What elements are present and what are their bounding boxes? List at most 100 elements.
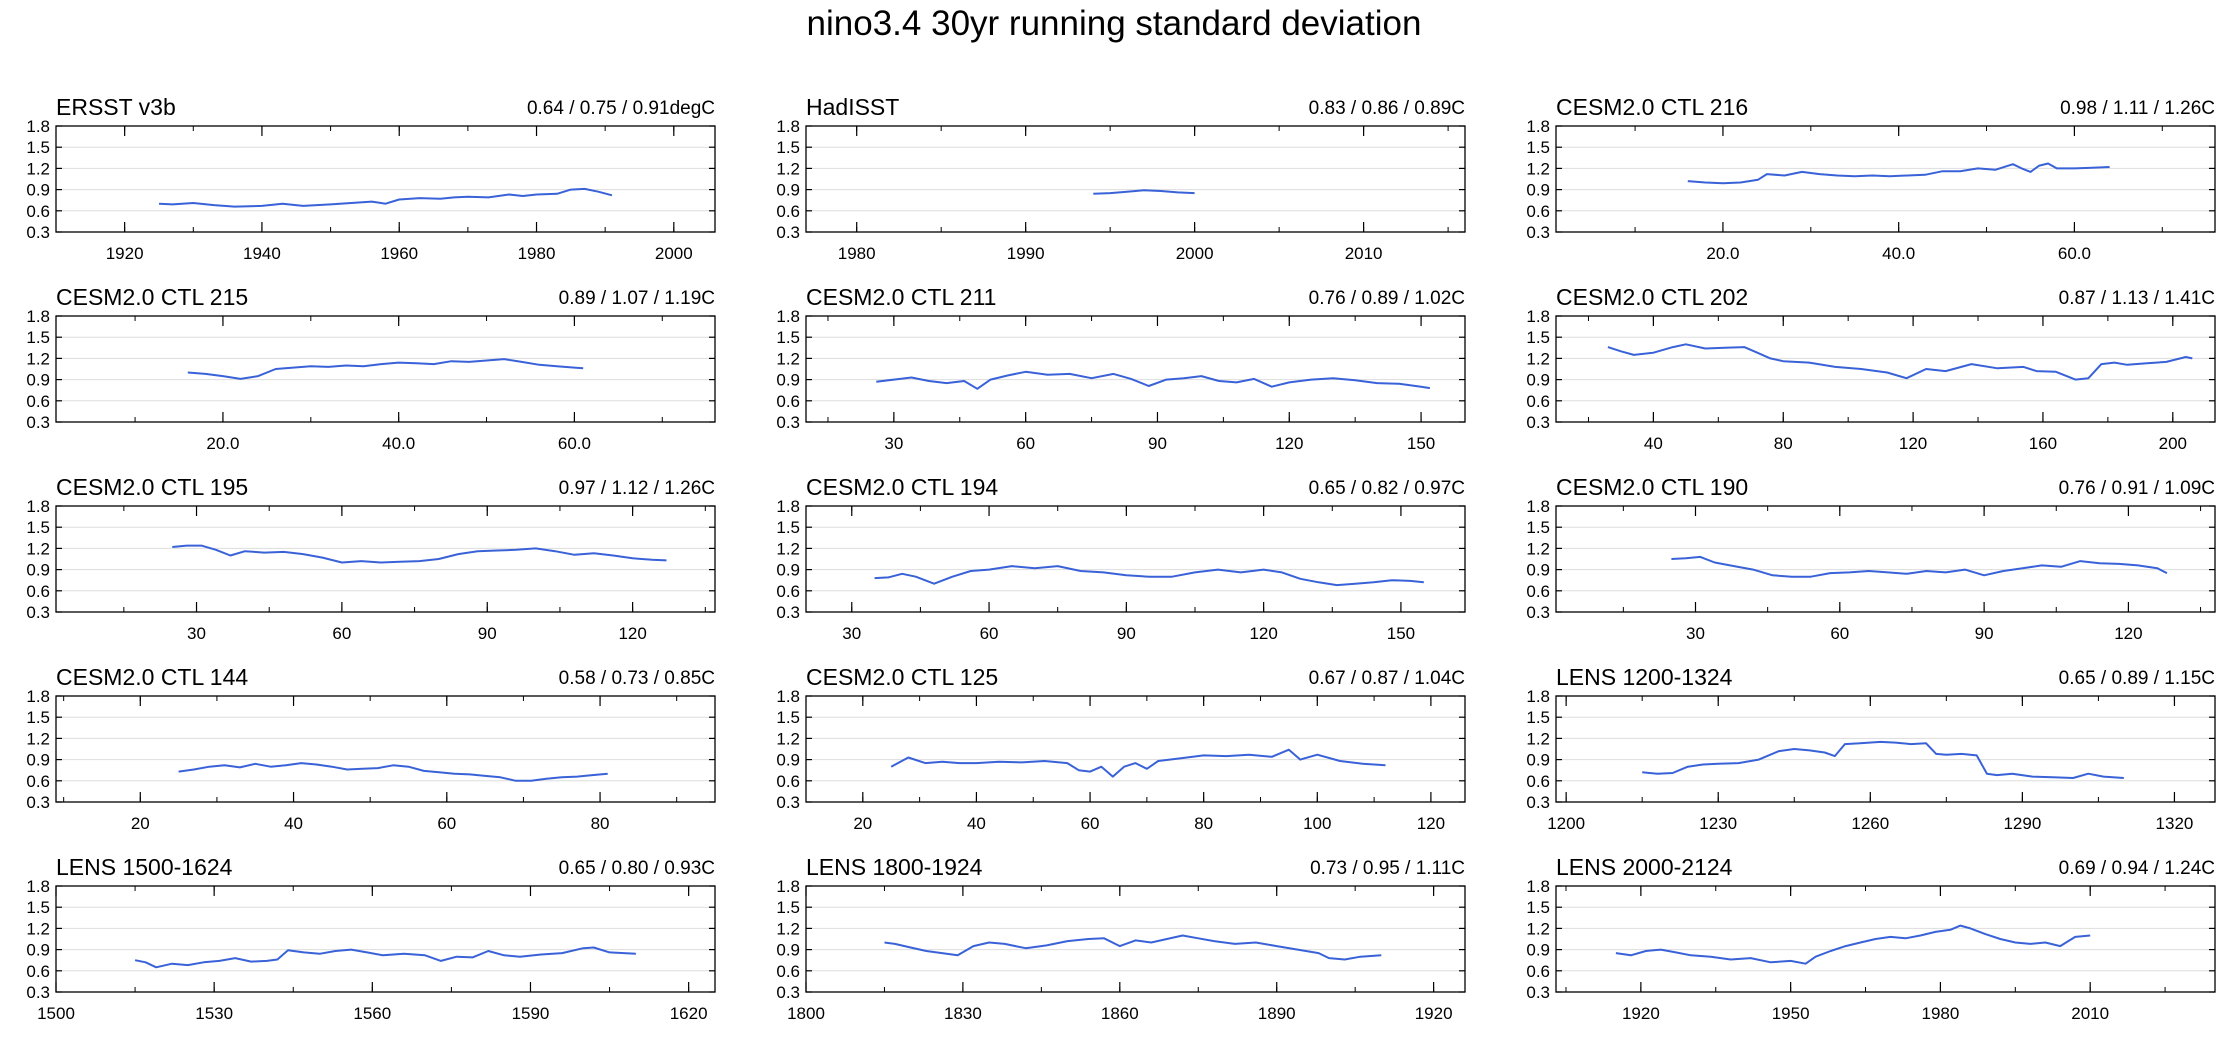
series-line — [884, 934, 1382, 961]
x-tick-label: 20.0 — [1706, 244, 1739, 263]
y-tick-label: 1.2 — [26, 729, 50, 748]
panel-stats: 0.97 / 1.12 / 1.26C — [559, 478, 715, 499]
x-tick-label: 30 — [884, 434, 903, 453]
panel-8: 0.3 0.6 0.9 1.2 1.5 1.8 30 60 90 120 CESM2.0 CTL 1… — [1526, 474, 2216, 643]
panel-title: CESM2.0 CTL 194 — [806, 474, 998, 500]
plot-frame — [805, 885, 1466, 993]
series-line — [1671, 555, 2168, 578]
y-tick-label: 0.3 — [26, 983, 50, 1002]
y-tick-label: 0.3 — [26, 413, 50, 432]
y-tick-label: 1.2 — [26, 919, 50, 938]
panel-title: LENS 1800-1924 — [806, 854, 983, 880]
y-tick-label: 1.5 — [1526, 518, 1550, 537]
x-tick-label: 1890 — [1258, 1004, 1296, 1023]
y-tick-label: 1.5 — [1526, 138, 1550, 157]
y-tick-label: 1.2 — [776, 539, 800, 558]
x-tick-label: 60 — [1830, 624, 1849, 643]
y-tick-label: 1.2 — [1526, 919, 1550, 938]
x-tick-label: 1230 — [1699, 814, 1737, 833]
panel-title: ERSST v3b — [56, 94, 176, 120]
x-tick-label: 20 — [131, 814, 150, 833]
x-tick-label: 60.0 — [2058, 244, 2091, 263]
y-tick-label: 0.3 — [26, 223, 50, 242]
y-tick-label: 0.9 — [26, 941, 50, 960]
x-tick-label: 1800 — [787, 1004, 825, 1023]
y-tick-label: 1.5 — [776, 708, 800, 727]
panel-stats: 0.76 / 0.91 / 1.09C — [2059, 478, 2215, 499]
x-tick-label: 120 — [1417, 814, 1445, 833]
y-tick-label: 1.5 — [1526, 898, 1550, 917]
y-tick-label: 0.9 — [26, 561, 50, 580]
x-tick-label: 1920 — [1415, 1004, 1453, 1023]
x-tick-label: 40.0 — [1882, 244, 1915, 263]
y-tick-label: 0.3 — [1526, 223, 1550, 242]
x-tick-label: 90 — [1117, 624, 1136, 643]
y-tick-label: 1.2 — [26, 349, 50, 368]
y-tick-label: 1.5 — [26, 708, 50, 727]
x-tick-label: 60 — [437, 814, 456, 833]
panel-title: LENS 1200-1324 — [1556, 664, 1733, 690]
x-tick-label: 90 — [1975, 624, 1994, 643]
panel-stats: 0.64 / 0.75 / 0.91degC — [527, 98, 715, 119]
x-tick-label: 60 — [332, 624, 351, 643]
panel-2: 0.3 0.6 0.9 1.2 1.5 1.8 20.0 40.0 60.0 CESM2.0 CT… — [1526, 94, 2216, 263]
y-tick-label: 1.5 — [26, 518, 50, 537]
x-tick-label: 1960 — [380, 244, 418, 263]
panel-stats: 0.65 / 0.89 / 1.15C — [2059, 668, 2215, 689]
panel-stats: 0.98 / 1.11 / 1.26C — [2060, 98, 2215, 119]
y-tick-label: 1.2 — [1526, 349, 1550, 368]
y-tick-label: 1.8 — [776, 687, 800, 706]
panel-stats: 0.83 / 0.86 / 0.89C — [1309, 98, 1465, 119]
x-tick-label: 40 — [284, 814, 303, 833]
panel-9: 0.3 0.6 0.9 1.2 1.5 1.8 20 40 60 80 CESM2.0 CTL 14… — [26, 664, 716, 833]
x-tick-label: 90 — [1148, 434, 1167, 453]
panel-5: 0.3 0.6 0.9 1.2 1.5 1.8 40 80 120 160 200 CESM2.0 C… — [1526, 284, 2216, 453]
y-tick-label: 0.6 — [1526, 962, 1550, 981]
x-tick-label: 2000 — [655, 244, 693, 263]
panel-stats: 0.65 / 0.80 / 0.93C — [559, 858, 715, 879]
x-tick-label: 80 — [1194, 814, 1213, 833]
series-line — [890, 748, 1386, 778]
y-tick-label: 0.3 — [1526, 793, 1550, 812]
x-tick-label: 1950 — [1772, 1004, 1810, 1023]
panel-13: 0.3 0.6 0.9 1.2 1.5 1.8 1800 1830 1860 1890 1920 LE… — [776, 854, 1466, 1023]
panel-stats: 0.65 / 0.82 / 0.97C — [1309, 478, 1465, 499]
x-tick-label: 1560 — [353, 1004, 391, 1023]
y-tick-label: 0.6 — [26, 772, 50, 791]
plot-frame — [55, 695, 716, 803]
panel-title: CESM2.0 CTL 211 — [806, 284, 996, 310]
x-tick-label: 1980 — [518, 244, 556, 263]
x-tick-label: 150 — [1387, 624, 1415, 643]
x-tick-label: 1980 — [838, 244, 876, 263]
x-tick-label: 160 — [2029, 434, 2057, 453]
y-tick-label: 0.9 — [776, 371, 800, 390]
plot-frame — [1555, 885, 2216, 993]
x-tick-label: 60.0 — [558, 434, 591, 453]
x-tick-label: 1620 — [670, 1004, 708, 1023]
plot-frame — [805, 315, 1466, 423]
y-tick-label: 1.2 — [26, 159, 50, 178]
x-tick-label: 30 — [187, 624, 206, 643]
y-tick-label: 0.6 — [776, 392, 800, 411]
y-tick-label: 1.5 — [26, 138, 50, 157]
y-tick-label: 1.8 — [26, 877, 50, 896]
series-line — [1615, 924, 2091, 965]
y-tick-label: 1.5 — [776, 328, 800, 347]
y-tick-label: 0.9 — [26, 181, 50, 200]
x-tick-label: 40 — [1644, 434, 1663, 453]
y-tick-label: 1.2 — [776, 159, 800, 178]
y-tick-label: 1.2 — [1526, 729, 1550, 748]
x-tick-label: 20.0 — [206, 434, 239, 453]
panel-0: 0.3 0.6 0.9 1.2 1.5 1.8 1920 1940 1960 1980 2000 ER… — [26, 94, 716, 263]
y-tick-label: 1.5 — [26, 328, 50, 347]
figure-title: nino3.4 30yr running standard deviation — [807, 4, 1422, 43]
y-tick-label: 1.2 — [776, 919, 800, 938]
series-line — [1687, 162, 2110, 185]
y-tick-label: 0.6 — [776, 202, 800, 221]
series-line — [178, 762, 608, 782]
y-tick-label: 0.3 — [776, 413, 800, 432]
y-tick-label: 0.6 — [26, 202, 50, 221]
y-tick-label: 0.6 — [776, 772, 800, 791]
y-tick-label: 1.8 — [776, 117, 800, 136]
series-line — [874, 565, 1424, 587]
